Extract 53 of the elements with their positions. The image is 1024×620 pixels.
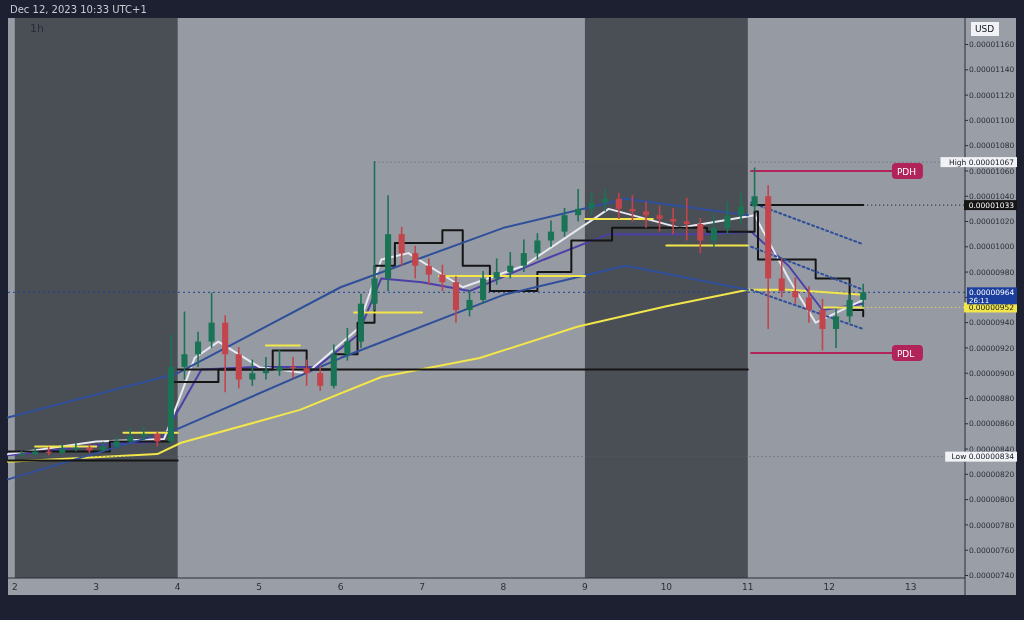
- candlestick: [439, 263, 446, 292]
- x-tick-label: 9: [582, 582, 589, 592]
- x-tick-label: 6: [337, 582, 344, 592]
- candlestick: [697, 217, 704, 254]
- candlestick: [724, 200, 731, 235]
- candlestick: [832, 308, 840, 349]
- line-series: [7, 197, 749, 419]
- candlestick: [819, 298, 826, 352]
- x-tick-label: 11: [742, 582, 754, 592]
- candlestick: [805, 285, 812, 324]
- x-tick-label: 12: [823, 582, 835, 592]
- candlestick: [425, 257, 432, 286]
- x-tick-label: 8: [500, 582, 507, 592]
- candlestick: [615, 191, 622, 220]
- candlestick: [602, 188, 609, 213]
- candlestick: [507, 251, 514, 280]
- candlestick: [792, 276, 799, 305]
- candlestick: [520, 238, 527, 273]
- candlestick: [588, 191, 595, 216]
- candlestick: [344, 327, 351, 362]
- candlestick: [575, 188, 582, 223]
- x-tick-label: 3: [93, 582, 100, 592]
- candlestick: [860, 282, 867, 309]
- x-tick-label: 5: [256, 582, 262, 592]
- candlestick: [846, 293, 853, 324]
- text: USD: [975, 24, 995, 34]
- x-tick-label: 2: [11, 582, 18, 592]
- candlestick: [670, 207, 677, 235]
- candlestick: [249, 358, 256, 387]
- candlestick: [466, 289, 473, 318]
- candlestick: [642, 200, 650, 229]
- x-tick-label: 7: [419, 582, 425, 592]
- candlestick: [276, 348, 283, 377]
- candlestick: [561, 207, 568, 238]
- candlestick: [317, 365, 324, 392]
- x-tick-label: 4: [174, 582, 181, 592]
- candlestick: [480, 270, 487, 305]
- candlestick: [656, 204, 663, 233]
- candlestick: [710, 213, 717, 248]
- candlestick: [493, 257, 500, 286]
- candlestick: [778, 257, 785, 299]
- candlestick: [208, 291, 215, 349]
- x-tick-label: 10: [660, 582, 673, 592]
- candlestick: [194, 330, 202, 368]
- candlestick: [751, 166, 758, 213]
- candlestick: [303, 358, 310, 387]
- candlestick: [534, 232, 541, 261]
- candlestick: [737, 191, 745, 225]
- candlestick: [412, 245, 419, 280]
- chart-subtitle: Dec 12, 2023 10:33 UTC+1: [10, 4, 147, 15]
- candlestick: [398, 226, 405, 267]
- candlestick: [181, 310, 188, 381]
- x-tick-label: 13: [904, 582, 917, 592]
